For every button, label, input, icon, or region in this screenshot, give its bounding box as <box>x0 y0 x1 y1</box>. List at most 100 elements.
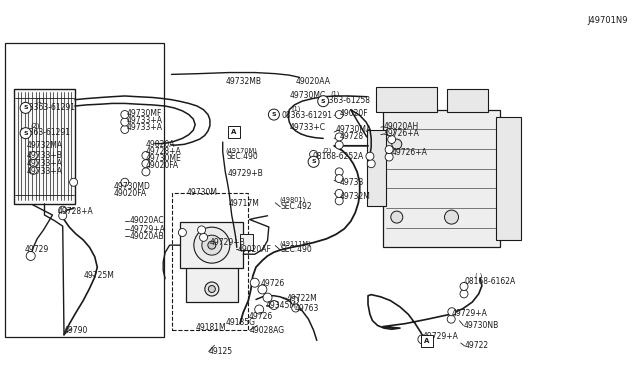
Text: 49185G: 49185G <box>225 318 255 327</box>
Text: S: S <box>271 112 276 117</box>
Text: 49020AH: 49020AH <box>384 122 419 131</box>
Text: 49729+A: 49729+A <box>452 310 488 318</box>
Text: S: S <box>23 105 28 110</box>
Text: 08363-61291: 08363-61291 <box>19 128 70 137</box>
Text: (1): (1) <box>292 105 301 112</box>
Circle shape <box>258 285 267 294</box>
Text: 49125: 49125 <box>209 347 233 356</box>
Text: 08363-61291: 08363-61291 <box>282 111 333 120</box>
Text: (2): (2) <box>31 122 40 129</box>
Circle shape <box>292 304 300 312</box>
Text: 49733+A: 49733+A <box>27 159 63 168</box>
Circle shape <box>29 159 37 167</box>
Text: 49726: 49726 <box>261 279 285 288</box>
Text: 49725M: 49725M <box>83 271 114 280</box>
Circle shape <box>388 135 396 144</box>
Circle shape <box>179 228 186 237</box>
Circle shape <box>269 301 278 310</box>
Circle shape <box>335 141 343 149</box>
Circle shape <box>20 102 31 113</box>
Circle shape <box>200 233 207 241</box>
Bar <box>447 89 488 112</box>
Bar <box>180 222 243 268</box>
Circle shape <box>385 153 393 161</box>
Text: J49701N9: J49701N9 <box>588 16 628 25</box>
Text: 49020AF: 49020AF <box>238 245 272 254</box>
Circle shape <box>268 109 280 120</box>
Text: 49020A: 49020A <box>146 140 175 149</box>
Circle shape <box>308 156 319 167</box>
Text: 49729+A: 49729+A <box>422 332 458 341</box>
Circle shape <box>20 128 31 139</box>
Bar <box>376 87 437 112</box>
Text: 49733: 49733 <box>339 178 364 187</box>
Text: ( ): ( ) <box>475 272 483 279</box>
Circle shape <box>59 206 67 214</box>
Circle shape <box>194 227 230 263</box>
Text: 08168-6162A: 08168-6162A <box>465 278 516 286</box>
Circle shape <box>445 210 458 224</box>
Circle shape <box>335 133 343 141</box>
Circle shape <box>29 166 37 174</box>
Text: 08168-6252A: 08168-6252A <box>312 153 364 161</box>
Text: S: S <box>311 159 316 164</box>
Text: (2): (2) <box>323 147 332 154</box>
Text: 49730MF: 49730MF <box>127 109 162 118</box>
Bar <box>421 335 433 347</box>
Circle shape <box>335 174 343 183</box>
Circle shape <box>366 152 374 160</box>
Text: 49729: 49729 <box>24 246 49 254</box>
Text: 49726: 49726 <box>248 312 273 321</box>
Circle shape <box>70 178 77 186</box>
Text: (49111M): (49111M) <box>279 240 310 247</box>
Text: SEC.490: SEC.490 <box>280 246 312 254</box>
Bar <box>383 110 500 247</box>
Circle shape <box>263 293 272 302</box>
Bar <box>14 89 75 204</box>
Circle shape <box>121 110 129 119</box>
Text: 49726+A: 49726+A <box>384 129 420 138</box>
Circle shape <box>208 241 216 249</box>
Bar <box>172 193 248 330</box>
Circle shape <box>142 168 150 176</box>
Text: SEC.492: SEC.492 <box>280 202 312 211</box>
Text: 49722: 49722 <box>465 341 489 350</box>
Circle shape <box>460 282 468 291</box>
Circle shape <box>121 118 129 126</box>
Circle shape <box>335 197 343 205</box>
Circle shape <box>142 151 150 160</box>
Circle shape <box>387 128 394 136</box>
Text: (1): (1) <box>35 97 45 104</box>
Circle shape <box>385 145 393 154</box>
Text: 49732MB: 49732MB <box>225 77 261 86</box>
Circle shape <box>335 168 343 176</box>
Text: (49801): (49801) <box>279 197 305 203</box>
Circle shape <box>291 296 298 305</box>
Bar <box>228 126 240 138</box>
Circle shape <box>460 290 468 298</box>
Text: (49170M): (49170M) <box>225 147 257 154</box>
Text: 49732MA: 49732MA <box>27 141 63 150</box>
Bar <box>495 117 521 241</box>
Circle shape <box>121 178 129 186</box>
Text: (1): (1) <box>330 90 340 97</box>
Text: 49728: 49728 <box>339 132 364 141</box>
Text: 49020F: 49020F <box>339 109 368 118</box>
Text: 49732M: 49732M <box>339 192 370 201</box>
Circle shape <box>142 160 150 168</box>
Text: 49730MC: 49730MC <box>289 92 326 100</box>
Text: 49729+B: 49729+B <box>210 238 246 247</box>
Text: 49020AA: 49020AA <box>296 77 331 86</box>
Text: 49020AB: 49020AB <box>129 232 164 241</box>
Text: 49733+C: 49733+C <box>290 124 326 132</box>
Text: 49726+A: 49726+A <box>392 148 428 157</box>
Text: 49763: 49763 <box>294 304 319 312</box>
Circle shape <box>59 212 67 220</box>
Circle shape <box>317 96 329 107</box>
Text: 49729+B: 49729+B <box>228 169 264 178</box>
Circle shape <box>121 125 129 134</box>
Text: 49020FA: 49020FA <box>114 189 147 198</box>
Circle shape <box>448 308 456 316</box>
Text: 49020FA: 49020FA <box>146 161 179 170</box>
Text: 08363-61258: 08363-61258 <box>320 96 371 105</box>
